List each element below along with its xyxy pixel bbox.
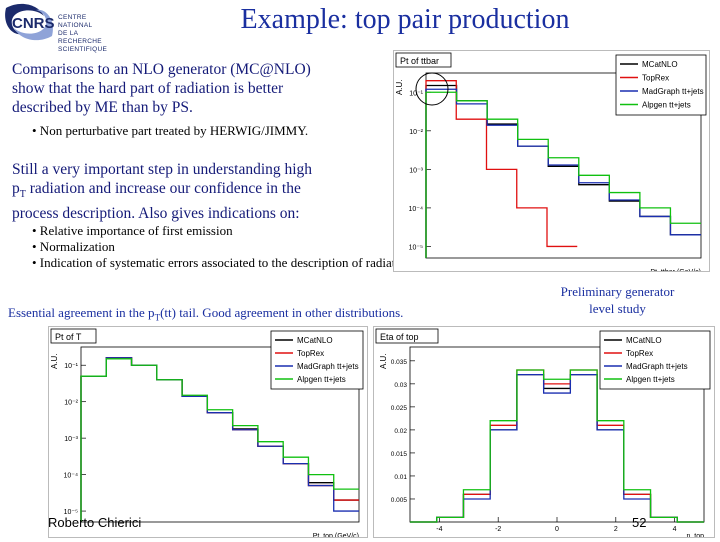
y-tick-label: 10⁻¹ (64, 363, 78, 370)
plot-title-box (395, 52, 452, 68)
y-tick-label: 10⁻⁵ (64, 509, 78, 516)
note-post: (tt) tail. Good agreement in other distr… (160, 305, 404, 320)
prelim-line: Preliminary generator (560, 284, 675, 299)
text-line: Still a very important step in understan… (12, 161, 313, 178)
y-axis-label: A.U. (379, 353, 388, 369)
series-line (410, 373, 704, 523)
y-tick-label: 0.025 (391, 405, 408, 412)
x-axis-label: Pt_ttbar (GeV/c) (650, 269, 701, 271)
x-tick-label: 0 (555, 526, 559, 533)
x-axis-label: η_top (686, 533, 704, 537)
y-tick-label: 10⁻² (409, 129, 423, 136)
y-tick-label: 10⁻⁴ (64, 473, 79, 480)
page-number: 52 (632, 515, 647, 530)
x-tick-label: -4 (436, 526, 442, 533)
x-tick-label: -2 (495, 526, 501, 533)
y-tick-label: 10⁻² (64, 400, 78, 407)
bullet-item: • Normalization (32, 239, 115, 254)
text-line: show that the hard part of radiation is … (12, 80, 284, 97)
note-pre: Essential agreement in the p (8, 305, 155, 320)
note-sub: T (154, 312, 161, 323)
cnrs-name: CENTRE NATIONAL DE LA RECHERCHE SCIENTIF… (58, 14, 110, 54)
legend-label: MCatNLO (642, 60, 678, 69)
legend-label: Alpgen tt+jets (642, 101, 691, 110)
plot-pt-top: Pt of T A.U. Pt_top (GeV/c) 10⁻¹ 10⁻² 10⁻³ 10⁻… (48, 326, 368, 540)
y-tick-label: 0.035 (391, 359, 408, 366)
essential-agreement-note: Essential agreement in the pT(tt) tail. … (8, 304, 498, 327)
y-tick-label: 0.03 (394, 382, 407, 389)
plot-title: Pt of T (55, 332, 82, 342)
text-line: pT radiation and increase our confidence… (12, 179, 312, 204)
series-line (410, 373, 704, 523)
x-tick-label: 4 (673, 526, 677, 533)
pt-p: p (12, 180, 20, 197)
plot-eta-top: Eta of top A.U. η_top 0.035 0.03 0.025 0.02 0.0… (373, 326, 715, 540)
author-footer: Roberto Chierici (48, 515, 142, 530)
text-line: described by ME than by PS. (12, 99, 193, 116)
y-tick-label: 0.005 (391, 497, 408, 504)
plot-pt-top-svg: Pt of T A.U. Pt_top (GeV/c) 10⁻¹ 10⁻² 10⁻³ 10⁻… (50, 328, 364, 540)
cnrs-logo-mark: CNRS (5, 3, 55, 41)
highlight-circle (415, 72, 449, 106)
bullet-item: • Indication of systematic errors associ… (32, 255, 416, 270)
text-line: process description. Also gives indicati… (12, 205, 300, 223)
x-tick-label: 2 (614, 526, 618, 533)
slide-title: Example: top pair production (240, 4, 570, 35)
legend-label: TopRex (642, 74, 669, 83)
cnrs-line: SCIENTIFIQUE (58, 46, 108, 53)
series-line (410, 369, 704, 523)
cnrs-line: DE LA RECHERCHE (58, 30, 102, 45)
plot-title: Eta of top (380, 332, 419, 342)
understanding-paragraph: Still a very important step in understan… (12, 160, 312, 223)
bullet-item: • Relative importance of first emission (32, 223, 233, 238)
cnrs-swoosh-top (5, 3, 44, 35)
text-line-rest: radiation and increase our confidence in… (29, 180, 301, 197)
legend-label: Alpgen tt+jets (297, 375, 346, 384)
plot-title-box (375, 328, 439, 344)
series-line (425, 80, 578, 258)
x-axis-label: Pt_top (GeV/c) (313, 533, 359, 537)
series-line (425, 88, 701, 258)
y-tick-label: 0.015 (391, 451, 408, 458)
legend-label: MCatNLO (626, 336, 662, 345)
prelim-line: level study (589, 301, 646, 316)
text-line: Comparisons to an NLO generator (MC@NLO) (12, 61, 311, 78)
legend-label: Alpgen tt+jets (626, 375, 675, 384)
series-line (425, 91, 701, 258)
cnrs-mark: CNRS (12, 15, 55, 32)
y-axis-label: A.U. (395, 79, 404, 95)
y-tick-label: 10⁻³ (409, 167, 423, 174)
legend-label: MadGraph tt+jets (642, 87, 704, 96)
cnrs-line: CENTRE NATIONAL (58, 14, 93, 29)
cnrs-logo: CNRS CENTRE NATIONAL DE LA RECHERCHE SCI… (2, 2, 110, 53)
legend-label: TopRex (297, 349, 324, 358)
pt-sub: T (19, 189, 26, 201)
cnrs-swoosh-bottom (14, 9, 53, 41)
preliminary-note: Preliminary generator level study (535, 283, 700, 317)
y-tick-label: 0.01 (394, 474, 407, 481)
y-tick-label: 10⁻³ (64, 436, 78, 443)
legend-label: MadGraph tt+jets (626, 362, 688, 371)
y-tick-label: 10⁻⁴ (409, 206, 424, 213)
plot-eta-top-svg: Eta of top A.U. η_top 0.035 0.03 0.025 0.02 0.0… (375, 328, 711, 540)
series-line (80, 358, 359, 522)
legend-label: TopRex (626, 349, 653, 358)
legend-label: MCatNLO (297, 336, 333, 345)
y-axis-label: A.U. (50, 353, 59, 369)
y-tick-label: 10⁻⁵ (409, 244, 423, 251)
y-tick-label: 0.02 (394, 428, 407, 435)
bullet-list: • Relative importance of first emission … (32, 223, 415, 271)
legend-label: MadGraph tt+jets (297, 362, 359, 371)
intro-paragraph: Comparisons to an NLO generator (MC@NLO)… (12, 60, 311, 117)
plot-title: Pt of ttbar (400, 56, 439, 66)
bullet-herwig: • Non perturbative part treated by HERWI… (32, 123, 309, 138)
plot-title-box (50, 328, 97, 344)
